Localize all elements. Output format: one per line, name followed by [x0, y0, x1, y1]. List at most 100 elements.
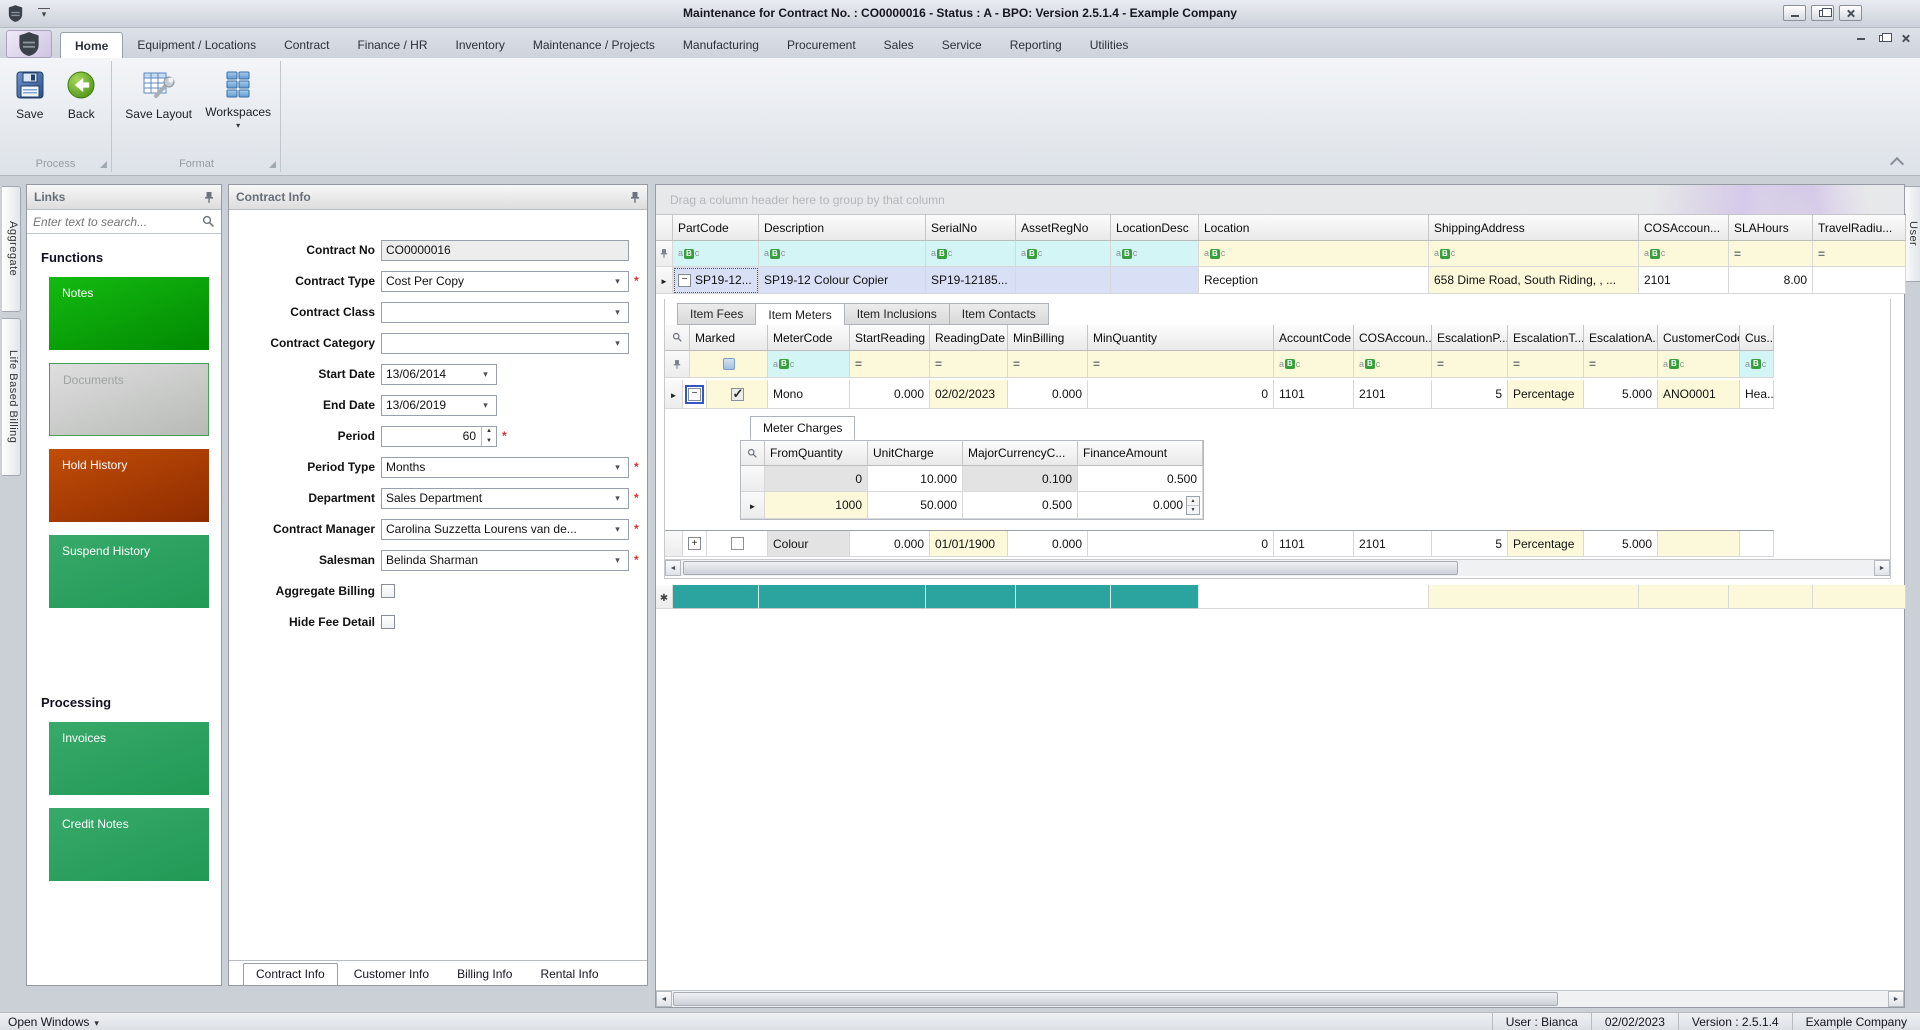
group-by-bar[interactable]: Drag a column header here to group by th… — [656, 185, 1904, 215]
cell-cos-account[interactable]: 2101 — [1354, 531, 1432, 557]
cell-shipping-address[interactable]: 658 Dime Road, South Riding, , ... — [1429, 267, 1639, 294]
credit-notes-button[interactable]: Credit Notes — [49, 808, 209, 881]
filter-cell[interactable] — [926, 241, 1016, 267]
filter-cell[interactable] — [930, 351, 1008, 378]
cell-escalation-amount[interactable]: 5.000 — [1584, 380, 1658, 409]
cell-escalation-period[interactable]: 5 — [1432, 531, 1508, 557]
tab-rental-info[interactable]: Rental Info — [540, 967, 599, 981]
filter-cell[interactable] — [1813, 241, 1906, 267]
ribbon-tab-procurement[interactable]: Procurement — [786, 38, 856, 52]
new-cell[interactable] — [926, 585, 1016, 609]
cell-from-quantity[interactable]: 1000 — [765, 492, 868, 519]
new-cell[interactable] — [1729, 585, 1813, 609]
column-header[interactable]: Location — [1199, 215, 1429, 241]
meters-horizontal-scrollbar[interactable] — [665, 559, 1890, 576]
filter-cell[interactable] — [1429, 241, 1639, 267]
period-stepper[interactable]: 60 — [381, 425, 497, 447]
ribbon-tab-finance-hr[interactable]: Finance / HR — [357, 38, 428, 52]
close-button[interactable] — [1839, 5, 1862, 21]
scroll-left-icon[interactable] — [665, 560, 681, 576]
filter-cell[interactable] — [673, 241, 759, 267]
column-header[interactable]: Cus... — [1740, 325, 1774, 351]
cell-location[interactable]: Reception — [1199, 267, 1429, 294]
tab-billing-info[interactable]: Billing Info — [457, 967, 513, 981]
column-header[interactable]: COSAccoun... — [1354, 325, 1432, 351]
cell-reading-date[interactable]: 02/02/2023 — [930, 380, 1008, 409]
spin-buttons-icon[interactable] — [1186, 495, 1200, 515]
collapse-row-icon[interactable] — [678, 273, 691, 287]
workspaces-button[interactable]: Workspaces — [202, 65, 274, 130]
new-cell[interactable] — [1016, 585, 1111, 609]
contract-manager-combo[interactable]: Carolina Suzzetta Lourens van de... — [381, 518, 629, 540]
cell-meter-code[interactable]: Colour — [768, 531, 850, 557]
cell-location-desc[interactable] — [1111, 267, 1199, 294]
scrollbar-thumb[interactable] — [673, 992, 1558, 1006]
spin-buttons-icon[interactable] — [481, 426, 496, 446]
aggregate-billing-checkbox[interactable] — [381, 584, 395, 598]
cell-escalation-amount[interactable]: 5.000 — [1584, 531, 1658, 557]
charges-row[interactable]: 0 10.000 0.100 0.500 — [741, 466, 1203, 492]
cell-cos-account[interactable]: 2101 — [1639, 267, 1729, 294]
cell-customer-code[interactable]: ANO0001 — [1658, 380, 1740, 409]
tab-meter-charges[interactable]: Meter Charges — [750, 416, 856, 440]
cell-customer-code[interactable] — [1658, 531, 1740, 557]
tab-customer-info[interactable]: Customer Info — [353, 967, 430, 981]
equipment-horizontal-scrollbar[interactable] — [656, 990, 1904, 1007]
cell-travel-radius[interactable] — [1813, 267, 1906, 294]
new-cell[interactable] — [673, 585, 759, 609]
filter-cell[interactable] — [1584, 351, 1658, 378]
new-cell[interactable] — [1429, 585, 1639, 609]
contract-no-field[interactable]: CO0000016 — [381, 239, 629, 261]
sidebar-tab-aggregate[interactable]: Aggregate — [2, 186, 21, 312]
new-cell[interactable] — [1111, 585, 1199, 609]
charges-row[interactable]: 1000 50.000 0.500 0.000 — [741, 492, 1203, 519]
cell-min-quantity[interactable]: 0 — [1088, 380, 1274, 409]
application-menu-button[interactable] — [6, 30, 52, 58]
cell-customer[interactable]: Hea... — [1740, 380, 1774, 409]
header-search-cell[interactable] — [665, 325, 690, 351]
filter-cell[interactable] — [1432, 351, 1508, 378]
cell-escalation-type[interactable]: Percentage — [1508, 531, 1584, 557]
mdi-minimize-icon[interactable] — [1857, 37, 1865, 40]
filter-cell[interactable] — [759, 241, 926, 267]
ribbon-tab-equipment-locations[interactable]: Equipment / Locations — [137, 38, 257, 52]
end-date-picker[interactable]: 13/06/2019 — [381, 394, 497, 416]
filter-cell[interactable] — [1111, 241, 1199, 267]
tab-contract-info[interactable]: Contract Info — [243, 963, 338, 985]
cell-unit-charge[interactable]: 10.000 — [868, 466, 963, 492]
filter-cell[interactable] — [768, 351, 850, 378]
filter-cell[interactable] — [1740, 351, 1774, 378]
cell-escalation-period[interactable]: 5 — [1432, 380, 1508, 409]
ribbon-tab-utilities[interactable]: Utilities — [1089, 38, 1129, 52]
filter-cell[interactable] — [1008, 351, 1088, 378]
checkbox-unchecked-icon[interactable] — [730, 537, 744, 550]
tab-item-inclusions[interactable]: Item Inclusions — [844, 303, 950, 325]
cell-marked[interactable] — [707, 380, 768, 409]
column-header[interactable]: EscalationA... — [1584, 325, 1658, 351]
cell-sla-hours[interactable]: 8.00 — [1729, 267, 1813, 294]
cell-from-quantity[interactable]: 0 — [765, 466, 868, 492]
filter-cell[interactable] — [1274, 351, 1354, 378]
append-row[interactable] — [656, 585, 1906, 609]
column-header[interactable]: AccountCode — [1274, 325, 1354, 351]
ribbon-tab-reporting[interactable]: Reporting — [1009, 38, 1062, 52]
notes-button[interactable]: Notes — [49, 277, 209, 350]
cell-asset-reg-no[interactable] — [1016, 267, 1111, 294]
open-windows-button[interactable]: Open Windows — [0, 1015, 99, 1029]
expand-cell[interactable] — [683, 380, 707, 409]
cell-min-billing[interactable]: 0.000 — [1008, 380, 1088, 409]
scroll-right-icon[interactable] — [1874, 560, 1890, 576]
restore-button[interactable] — [1811, 5, 1834, 21]
meter-row-mono[interactable]: Mono 0.000 02/02/2023 0.000 0 1101 2101 … — [665, 380, 1774, 409]
ribbon-tab-manufacturing[interactable]: Manufacturing — [682, 38, 759, 52]
cell-account-code[interactable]: 1101 — [1274, 380, 1354, 409]
column-header[interactable]: TravelRadiu... — [1813, 215, 1906, 241]
period-type-combo[interactable]: Months — [381, 456, 629, 478]
quick-access-caret-icon[interactable] — [38, 8, 50, 20]
cell-min-quantity[interactable]: 0 — [1088, 531, 1274, 557]
column-header[interactable]: LocationDesc — [1111, 215, 1199, 241]
contract-class-combo[interactable] — [381, 301, 629, 323]
invoices-button[interactable]: Invoices — [49, 722, 209, 795]
pin-icon[interactable] — [630, 191, 640, 204]
expand-row-icon[interactable] — [688, 537, 701, 550]
